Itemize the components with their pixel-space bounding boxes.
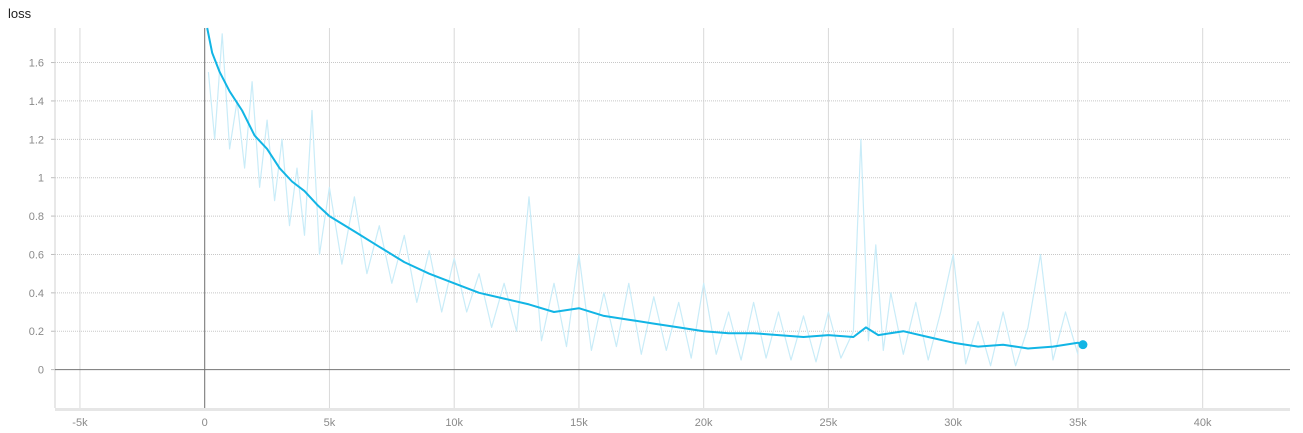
x-axis-band <box>55 408 1290 411</box>
x-tick-label: 30k <box>944 417 962 429</box>
x-tick-label: -5k <box>72 417 88 429</box>
y-tick-label: 1 <box>38 173 44 185</box>
smoothed-loss-line <box>206 27 1084 350</box>
grid <box>55 28 1290 408</box>
x-tick-label: 20k <box>695 417 713 429</box>
y-tick-label: 1.6 <box>29 58 44 70</box>
raw-loss-line <box>207 33 1079 367</box>
y-tick-label: 0.6 <box>29 249 44 261</box>
x-tick-label: 35k <box>1069 417 1087 429</box>
x-tick-label: 10k <box>445 417 463 429</box>
y-tick-label: 1.4 <box>29 96 44 108</box>
axes <box>51 28 1290 411</box>
y-tick-label: 0.8 <box>29 211 44 223</box>
y-tick-label: 0.4 <box>29 288 44 300</box>
tick-labels: -5k 0 5k 10k 15k 20k 25k 30k 35k 40k 0 0.2 0.4 0.6 0.8… <box>29 58 1212 429</box>
chart-title: loss <box>8 6 32 21</box>
y-tick-label: 0 <box>38 365 44 377</box>
x-tick-label: 0 <box>202 417 208 429</box>
x-tick-label: 25k <box>820 417 838 429</box>
x-tick-label: 5k <box>324 417 336 429</box>
last-point-marker[interactable] <box>1078 340 1088 350</box>
x-tick-label: 40k <box>1194 417 1212 429</box>
raw-series <box>207 33 1079 367</box>
y-tick-label: 1.2 <box>29 134 44 146</box>
x-tick-label: 15k <box>570 417 588 429</box>
y-tick-label: 0.2 <box>29 326 44 338</box>
smoothed-series <box>206 27 1088 350</box>
